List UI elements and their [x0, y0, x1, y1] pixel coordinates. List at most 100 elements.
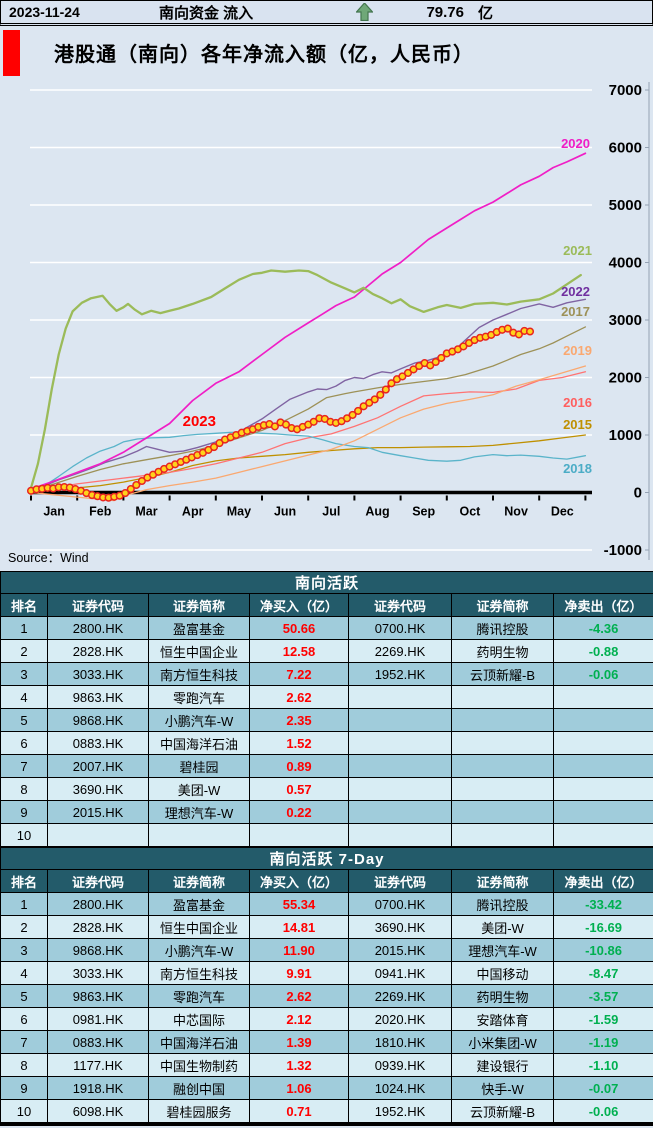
name-cell: 腾讯控股: [451, 616, 554, 640]
series-marker-2023: [354, 406, 363, 415]
buy-value-cell: 2.62: [249, 685, 349, 709]
column-header: 证券简称: [148, 593, 250, 617]
code-cell: 3033.HK: [47, 961, 149, 985]
series-marker-2023: [126, 485, 135, 494]
series-line-2016: [30, 371, 587, 493]
x-axis-label: Jul: [322, 505, 340, 519]
chart-canvas: 7000 6000 5000 4000 3000 2000 1000 0 -1000 Jan Feb…: [26, 82, 650, 560]
sell-value-cell: -0.06: [552, 1099, 653, 1125]
column-header: 证券代码: [348, 869, 452, 893]
code-cell: 1810.HK: [348, 1030, 452, 1054]
code-cell: 0700.HK: [348, 616, 452, 640]
series-line-2018: [30, 431, 587, 493]
code-cell: 2828.HK: [47, 639, 149, 663]
name-cell: 中芯国际: [148, 1007, 250, 1031]
name-cell: [451, 731, 554, 755]
table-row: 3 3033.HK 南方恒生科技 7.22 1952.HK 云顶新耀-B -0.06: [0, 662, 653, 686]
name-cell: 理想汽车-W: [148, 800, 250, 824]
column-header: 净买入（亿）: [249, 593, 349, 617]
sell-value-cell: [552, 731, 653, 755]
series-marker-2023: [381, 385, 390, 394]
name-cell: 理想汽车-W: [451, 938, 554, 962]
rank-cell: 1: [0, 892, 48, 916]
series-marker-2023: [359, 402, 368, 411]
code-cell: 3690.HK: [348, 915, 452, 939]
sell-value-cell: [552, 685, 653, 709]
sell-value-cell: -3.57: [552, 984, 653, 1008]
code-cell: 1952.HK: [348, 1099, 452, 1125]
rank-cell: 3: [0, 938, 48, 962]
code-cell: [348, 777, 452, 801]
y-axis-label: 6000: [609, 140, 642, 157]
code-cell: [348, 800, 452, 824]
series-marker-2023: [525, 327, 535, 336]
rank-cell: 5: [0, 984, 48, 1008]
buy-value-cell: 55.34: [249, 892, 349, 916]
flow-unit: 亿: [478, 4, 494, 22]
buy-value-cell: 2.62: [249, 984, 349, 1008]
up-arrow-icon: [334, 3, 394, 21]
sell-value-cell: [552, 823, 653, 847]
table-row: 2 2828.HK 恒生中国企业 12.58 2269.HK 药明生物 -0.88: [0, 639, 653, 663]
table-row: 5 9868.HK 小鹏汽车-W 2.35: [0, 708, 653, 732]
y-axis-label: 7000: [609, 82, 642, 99]
line-label-2022: 2022: [561, 284, 590, 299]
column-header: 排名: [0, 593, 48, 617]
table-row: 3 9868.HK 小鹏汽车-W 11.90 2015.HK 理想汽车-W -10.86: [0, 938, 653, 962]
rank-cell: 9: [0, 1076, 48, 1100]
rank-cell: 9: [0, 800, 48, 824]
rank-cell: 8: [0, 1053, 48, 1077]
line-label-2020: 2020: [561, 136, 590, 151]
rank-cell: 7: [0, 754, 48, 778]
buy-value-cell: 50.66: [249, 616, 349, 640]
series-marker-2023: [270, 422, 279, 431]
series-line-2017: [30, 326, 587, 492]
buy-value-cell: 1.06: [249, 1076, 349, 1100]
x-axis-label: Jan: [43, 505, 65, 519]
series-line-2019: [30, 365, 587, 502]
buy-value-cell: 11.90: [249, 938, 349, 962]
name-cell: [451, 708, 554, 732]
series-line-2020: [30, 152, 587, 490]
sell-value-cell: [552, 708, 653, 732]
code-cell: [348, 731, 452, 755]
line-label-2016: 2016: [563, 395, 592, 410]
table-row: 7 2007.HK 碧桂园 0.89: [0, 754, 653, 778]
buy-value-cell: 1.39: [249, 1030, 349, 1054]
table-row: 10: [0, 823, 653, 847]
sell-value-cell: -1.19: [552, 1030, 653, 1054]
name-cell: 零跑汽车: [148, 984, 250, 1008]
sell-value-cell: [552, 777, 653, 801]
series-line-2022: [30, 298, 587, 491]
y-axis-label: 0: [634, 485, 642, 502]
sell-value-cell: -8.47: [552, 961, 653, 985]
x-axis-label: Oct: [459, 505, 481, 519]
name-cell: 碧桂园服务: [148, 1099, 250, 1125]
report-date: 2023-11-24: [9, 4, 80, 20]
code-cell: 0941.HK: [348, 961, 452, 985]
sell-value-cell: [552, 800, 653, 824]
name-cell: 中国生物制药: [148, 1053, 250, 1077]
x-axis-label: Aug: [365, 505, 389, 519]
code-cell: 1024.HK: [348, 1076, 452, 1100]
name-cell: 腾讯控股: [451, 892, 554, 916]
column-header: 证券简称: [451, 593, 554, 617]
column-header: 净买入（亿）: [249, 869, 349, 893]
series-marker-2023: [376, 390, 385, 399]
table-row: 10 6098.HK 碧桂园服务 0.71 1952.HK 云顶新耀-B -0.06: [0, 1099, 653, 1125]
column-header: 证券简称: [148, 869, 250, 893]
y-axis-label: -1000: [604, 542, 642, 559]
code-cell: [348, 685, 452, 709]
x-axis-label: Nov: [504, 505, 528, 519]
series-marker-2023: [387, 379, 396, 388]
buy-value-cell: 0.89: [249, 754, 349, 778]
table-row: 9 1918.HK 融创中国 1.06 1024.HK 快手-W -0.07: [0, 1076, 653, 1100]
rank-cell: 1: [0, 616, 48, 640]
series-line-2015: [30, 434, 587, 493]
table-row: 1 2800.HK 盈富基金 55.34 0700.HK 腾讯控股 -33.42: [0, 892, 653, 916]
table-title: 南向活跃: [0, 571, 653, 594]
rank-cell: 6: [0, 1007, 48, 1031]
buy-value-cell: 9.91: [249, 961, 349, 985]
table-header-row: 排名 证券代码 证券简称 净买入（亿） 证券代码 证券简称 净卖出（亿）: [0, 593, 653, 617]
